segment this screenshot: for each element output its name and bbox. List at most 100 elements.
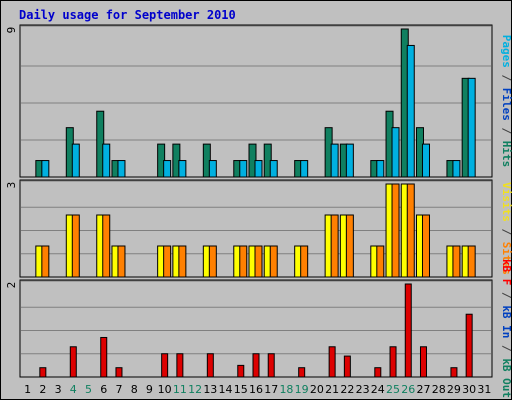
legend-part: /	[500, 338, 512, 358]
panel-2: 3	[5, 179, 493, 278]
bar-pages-day-10	[163, 160, 172, 178]
x-tick-label: 28	[432, 383, 446, 396]
bar-sites-day-22	[345, 214, 354, 278]
legend-part: /	[500, 68, 512, 88]
bar-kb-f-day-10	[161, 353, 169, 378]
bar-kb-f-day-6	[100, 336, 108, 378]
y-axis-max-label: 3	[5, 182, 18, 189]
bar-kb-f-day-21	[328, 346, 336, 378]
x-tick-label: 20	[310, 383, 324, 396]
panel-3-legend: kB F / kB In / kB Out	[500, 259, 512, 398]
x-tick-label: 17	[264, 383, 278, 396]
bar-kb-f-day-4	[69, 346, 77, 378]
legend-part: /	[500, 285, 512, 305]
bar-kb-f-day-29	[450, 367, 458, 378]
legend-part: kB F	[500, 259, 512, 286]
bar-sites-day-16	[254, 245, 263, 278]
x-tick-label: 19	[295, 383, 309, 396]
bar-kb-f-day-17	[267, 353, 275, 378]
bar-pages-day-21	[330, 143, 339, 178]
x-tick-label: 16	[249, 383, 263, 396]
x-tick-label: 13	[203, 383, 217, 396]
x-tick-label: 12	[188, 383, 202, 396]
bar-kb-f-day-11	[176, 353, 184, 378]
bar-pages-day-29	[452, 160, 461, 178]
bar-pages-day-30	[467, 77, 476, 178]
bar-sites-day-17	[269, 245, 278, 278]
x-tick-label: 21	[325, 383, 339, 396]
bar-sites-day-25	[391, 183, 400, 278]
bar-sites-day-15	[239, 245, 248, 278]
x-tick-label: 4	[70, 383, 77, 396]
x-tick-label: 18	[279, 383, 293, 396]
bar-kb-f-day-7	[115, 367, 123, 378]
chart-panels: 9 3 2	[5, 24, 493, 378]
bar-kb-f-day-27	[419, 346, 427, 378]
bar-pages-day-16	[254, 160, 263, 178]
legend-part: Pages	[500, 35, 512, 68]
legend-part: Visits	[500, 182, 512, 222]
x-tick-label: 5	[85, 383, 92, 396]
legend-part: Hits	[500, 141, 512, 168]
bar-kb-f-day-26	[404, 283, 412, 378]
bar-pages-day-17	[269, 160, 278, 178]
x-tick-label: 10	[158, 383, 172, 396]
bar-kb-f-day-25	[389, 346, 397, 378]
x-tick-label: 8	[131, 383, 138, 396]
x-tick-label: 14	[219, 383, 233, 396]
x-tick-label: 15	[234, 383, 248, 396]
bar-pages-day-24	[376, 160, 385, 178]
bar-pages-day-13	[208, 160, 217, 178]
bar-pages-day-19	[300, 160, 309, 178]
bar-sites-day-24	[376, 245, 385, 278]
bar-sites-day-7	[117, 245, 126, 278]
x-tick-label: 26	[401, 383, 415, 396]
x-tick-label: 24	[371, 383, 385, 396]
bar-kb-f-day-19	[298, 367, 306, 378]
bar-pages-day-4	[71, 143, 80, 178]
bar-sites-day-21	[330, 214, 339, 278]
bar-kb-f-day-13	[206, 353, 214, 378]
legend-part: /	[500, 222, 512, 242]
bar-sites-day-19	[300, 245, 309, 278]
x-tick-label: 11	[173, 383, 187, 396]
bar-pages-day-25	[391, 127, 400, 178]
bar-kb-f-day-22	[343, 355, 351, 378]
bar-pages-day-11	[178, 160, 187, 178]
bar-kb-f-day-16	[252, 353, 260, 378]
x-tick-label: 22	[340, 383, 354, 396]
x-tick-label: 1	[24, 383, 31, 396]
x-tick-labels: 1 2 3 4 5 6 7 8 9 10 11 12 13 14 15 16 17 18 19 20 21 22 23 24 2…	[24, 383, 491, 396]
bar-pages-day-2	[41, 160, 50, 178]
bar-kb-f-day-15	[237, 364, 245, 378]
bar-pages-day-6	[102, 143, 111, 178]
legend-part: /	[500, 121, 512, 141]
x-tick-label: 27	[416, 383, 430, 396]
x-tick-label: 2	[39, 383, 46, 396]
x-tick-label: 9	[146, 383, 153, 396]
legend-part: kB Out	[500, 358, 512, 398]
x-tick-label: 31	[477, 383, 491, 396]
bar-sites-day-27	[421, 214, 430, 278]
x-tick-label: 3	[55, 383, 62, 396]
bar-sites-day-29	[452, 245, 461, 278]
bar-sites-day-6	[102, 214, 111, 278]
bar-kb-f-day-24	[374, 367, 382, 378]
x-tick-label: 30	[462, 383, 476, 396]
bar-pages-day-27	[421, 143, 430, 178]
bar-pages-day-22	[345, 143, 354, 178]
bar-sites-day-26	[406, 183, 415, 278]
panel-1-legend: Pages / Files / Hits	[500, 35, 512, 168]
bar-pages-day-15	[239, 160, 248, 178]
x-tick-label: 25	[386, 383, 400, 396]
legend-part: Files	[500, 88, 512, 121]
bar-pages-day-7	[117, 160, 126, 178]
bar-sites-day-11	[178, 245, 187, 278]
y-axis-max-label: 2	[5, 282, 18, 289]
y-axis-max-label: 9	[5, 27, 18, 34]
panel-2-legend: Visits / Sites	[500, 182, 512, 275]
panel-1: 9	[5, 24, 493, 178]
bar-kb-f-day-2	[39, 367, 47, 378]
